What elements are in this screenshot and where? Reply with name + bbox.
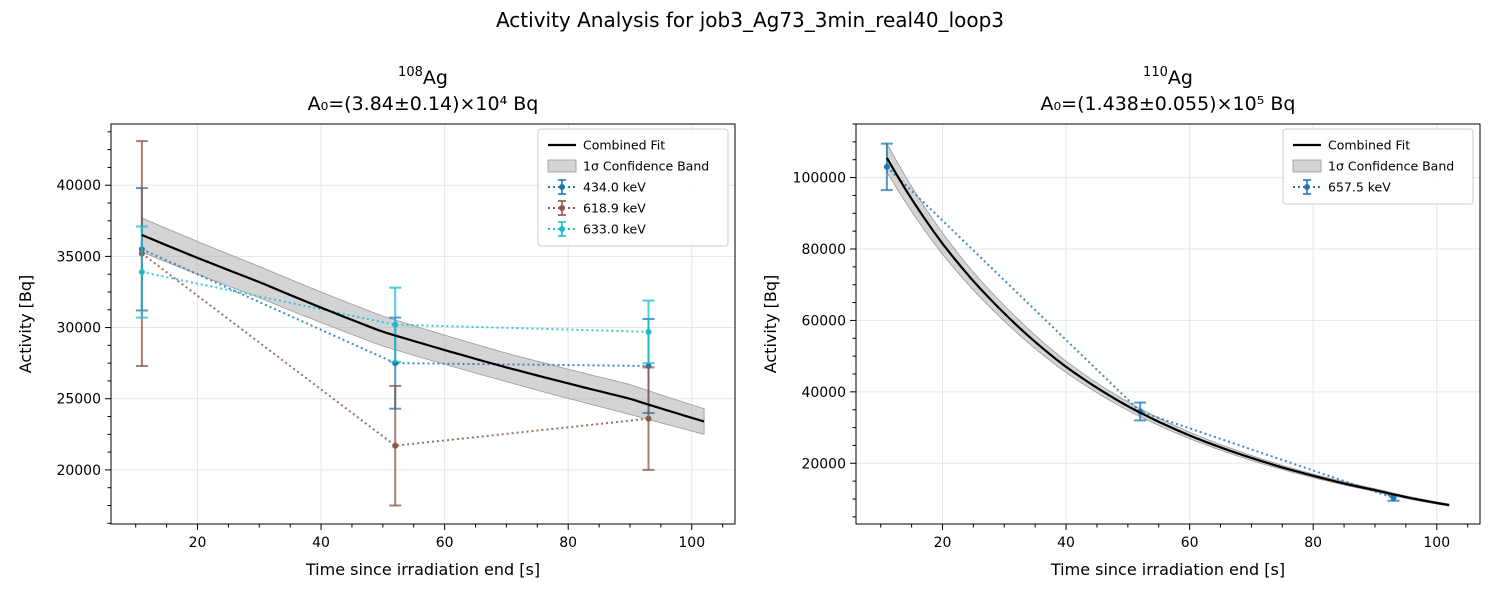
x-tick-label: 40: [312, 535, 330, 551]
confidence-band: [141, 217, 705, 435]
legend: Combined Fit 1σ Confidence Band 434.0 keV 6…: [537, 128, 729, 247]
y-tick-label: 20000: [56, 463, 101, 479]
y-tick-label: 25000: [56, 392, 101, 408]
x-tick-label: 60: [436, 535, 454, 551]
isotope-symbol: Ag: [1168, 67, 1193, 89]
legend-label: 657.5 keV: [1328, 180, 1391, 195]
x-tick-label: 40: [1057, 535, 1075, 551]
isotope-mass-number: 110: [1143, 65, 1168, 80]
data-point: [1390, 494, 1397, 501]
panel-ag108: 20 40 60 80 100 20000 25000 30000 35000 40000 Time…: [16, 65, 736, 579]
y-tick-label: 40000: [801, 385, 846, 401]
x-tick-label: 100: [678, 535, 705, 551]
activity-subtitle: A₀=(3.84±0.14)×10⁴ Bq: [308, 93, 539, 115]
legend-label: Combined Fit: [1328, 138, 1410, 153]
legend-label: 1σ Confidence Band: [583, 159, 709, 174]
legend-label: 633.0 keV: [583, 222, 646, 237]
y-tick-label: 60000: [801, 313, 846, 329]
x-tick-label: 20: [934, 535, 952, 551]
x-tick-label: 20: [189, 535, 207, 551]
series-line-657-5-keV: [886, 166, 1394, 499]
activity-subtitle: A₀=(1.438±0.055)×10⁵ Bq: [1041, 93, 1296, 115]
y-tick-label: 100000: [793, 171, 846, 187]
legend-band-swatch: [547, 159, 577, 173]
legend-label: 1σ Confidence Band: [1328, 159, 1454, 174]
series-line-633-0-keV: [141, 271, 649, 333]
legend-marker: [1304, 184, 1310, 190]
y-tick-label: 40000: [56, 178, 101, 194]
legend-marker: [559, 226, 565, 232]
legend-box: [1282, 128, 1474, 205]
legend-band-swatch: [1292, 159, 1322, 173]
legend-label: 434.0 keV: [583, 180, 646, 195]
legend-marker: [559, 184, 565, 190]
confidence-band: [886, 142, 1450, 507]
x-tick-label: 80: [1304, 535, 1322, 551]
isotope-mass-number: 108: [398, 65, 423, 80]
y-axis-label: Activity [Bq]: [761, 275, 780, 374]
data-point: [883, 163, 890, 170]
data-point: [645, 415, 652, 422]
y-axis-label: Activity [Bq]: [16, 275, 35, 374]
figure-title: Activity Analysis for job3_Ag73_3min_rea…: [495, 8, 1005, 32]
y-tick-label: 80000: [801, 242, 846, 258]
x-axis-label: Time since irradiation end [s]: [1050, 560, 1285, 579]
panel-ag110: 20 40 60 80 100 20000 40000 60000 80000 100000 Tim…: [761, 65, 1481, 579]
data-point: [645, 328, 652, 335]
y-tick-label: 30000: [56, 321, 101, 337]
data-point: [392, 442, 399, 449]
isotope-symbol: Ag: [423, 67, 448, 89]
legend-box: [537, 128, 729, 247]
axes-frame: [110, 123, 736, 525]
series-line-434-0-keV: [141, 248, 649, 367]
legend: Combined Fit 1σ Confidence Band 657.5 keV: [1282, 128, 1474, 205]
legend-label: Combined Fit: [583, 138, 665, 153]
x-tick-label: 100: [1423, 535, 1450, 551]
combined-fit-line: [141, 233, 705, 423]
isotope-title: 108Ag: [398, 65, 448, 89]
y-tick-label: 20000: [801, 456, 846, 472]
x-tick-label: 60: [1181, 535, 1199, 551]
isotope-title: 110Ag: [1143, 65, 1193, 89]
legend-marker: [559, 205, 565, 211]
data-point: [392, 321, 399, 328]
x-axis-label: Time since irradiation end [s]: [305, 560, 540, 579]
data-point: [138, 269, 145, 276]
series-line-618-9-keV: [141, 252, 649, 447]
axes-frame: [855, 123, 1481, 525]
y-tick-label: 35000: [56, 249, 101, 265]
legend-label: 618.9 keV: [583, 201, 646, 216]
combined-fit-line: [885, 157, 1450, 507]
x-tick-label: 80: [559, 535, 577, 551]
